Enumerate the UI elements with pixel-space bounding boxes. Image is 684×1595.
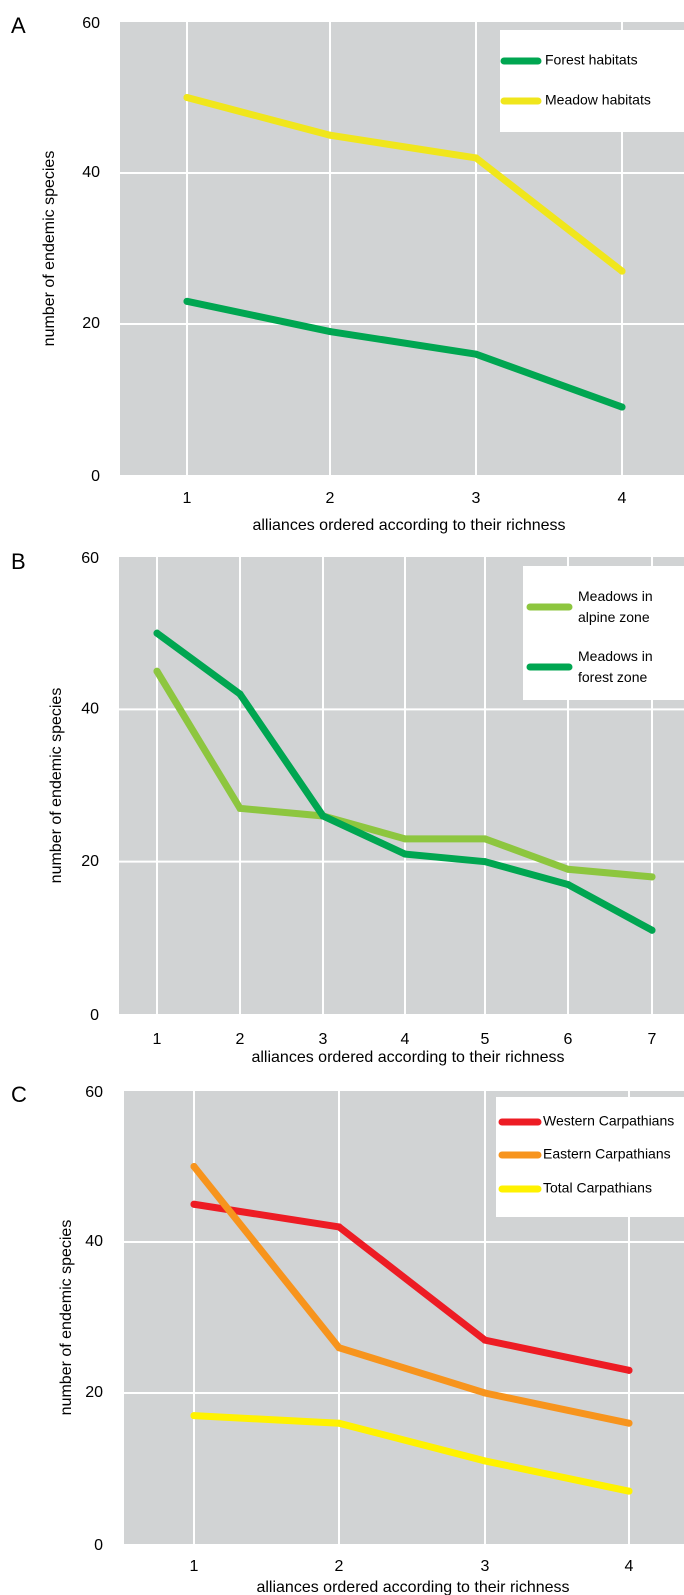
x-tick-label: 3 — [319, 1031, 328, 1048]
data-point — [481, 1336, 489, 1344]
data-point — [481, 835, 489, 843]
data-point — [618, 267, 626, 275]
data-point — [648, 926, 656, 934]
x-tick-label: 3 — [481, 1558, 490, 1575]
data-point — [183, 94, 191, 101]
y-tick-label: 60 — [82, 15, 100, 32]
series-line-2 — [183, 94, 626, 275]
panel-letter: A — [11, 13, 26, 38]
x-tick-label: 6 — [564, 1031, 573, 1048]
y-tick-label: 0 — [94, 1537, 103, 1554]
chart-panel-c: C 0 20 40 60 1 2 3 4 alliances ordered according … — [11, 1082, 684, 1595]
y-tick-label: 20 — [85, 1384, 103, 1401]
data-point — [648, 873, 656, 881]
panel-letter: C — [11, 1082, 27, 1107]
y-tick-label: 20 — [81, 853, 99, 870]
data-point — [625, 1487, 633, 1495]
y-axis-label: number of endemic species — [41, 151, 58, 347]
x-tick-label: 7 — [648, 1031, 657, 1048]
x-tick-label: 2 — [236, 1031, 245, 1048]
data-point — [335, 1344, 343, 1352]
data-point — [401, 850, 409, 858]
data-point — [472, 154, 480, 162]
data-point — [481, 1389, 489, 1397]
data-point — [190, 1412, 198, 1420]
x-tick-label: 5 — [481, 1031, 490, 1048]
data-point — [401, 835, 409, 843]
x-tick-label: 4 — [625, 1558, 634, 1575]
x-tick-label: 3 — [472, 490, 481, 507]
y-tick-label: 20 — [82, 315, 100, 332]
x-axis-label: alliances ordered according to their ric… — [251, 1049, 564, 1066]
data-point — [335, 1223, 343, 1231]
x-axis-label: alliances ordered according to their ric… — [252, 517, 565, 534]
y-tick-label: 40 — [82, 164, 100, 181]
data-point — [236, 804, 244, 812]
x-axis-label: alliances ordered according to their ric… — [256, 1579, 569, 1595]
x-tick-label: 1 — [190, 1558, 199, 1575]
data-point — [183, 297, 191, 305]
y-tick-label: 40 — [85, 1233, 103, 1250]
y-axis-label: number of endemic species — [48, 688, 65, 884]
chart-panel-a: A 0 20 40 60 1 2 3 4 alliances ordered according … — [11, 13, 684, 534]
x-tick-label: 2 — [326, 490, 335, 507]
data-point — [335, 1419, 343, 1427]
data-point — [625, 1366, 633, 1374]
legend-label: Western Carpathians — [543, 1113, 674, 1129]
x-tick-label: 4 — [618, 490, 627, 507]
y-tick-label: 60 — [81, 550, 99, 567]
legend-label: Meadow habitats — [545, 92, 651, 108]
data-point — [236, 690, 244, 698]
data-point — [564, 881, 572, 889]
data-point — [618, 403, 626, 411]
data-point — [190, 1163, 198, 1170]
panel-letter: B — [11, 549, 26, 574]
data-point — [564, 865, 572, 873]
y-tick-label: 40 — [81, 701, 99, 718]
y-tick-label: 0 — [90, 1007, 99, 1024]
data-point — [481, 858, 489, 866]
y-tick-label: 0 — [91, 468, 100, 485]
series-line-1 — [190, 1200, 633, 1374]
y-axis-label: number of endemic species — [58, 1220, 75, 1416]
data-point — [319, 812, 327, 820]
legend-label: Forest habitats — [545, 52, 638, 68]
legend-box — [500, 30, 684, 132]
data-point — [481, 1457, 489, 1465]
y-tick-label: 60 — [85, 1084, 103, 1101]
series-line-3 — [190, 1412, 633, 1495]
legend-label: Eastern Carpathians — [543, 1146, 671, 1162]
legend-label: Meadows in forest zone — [578, 648, 653, 685]
data-point — [625, 1419, 633, 1427]
legend-label: Total Carpathians — [543, 1180, 652, 1196]
x-tick-label: 4 — [401, 1031, 410, 1048]
legend-label: Meadows in alpine zone — [578, 588, 653, 625]
data-point — [472, 350, 480, 358]
legend: Western Carpathians Eastern Carpathians To… — [496, 1097, 684, 1217]
data-point — [326, 328, 334, 336]
legend: Forest habitats Meadow habitats — [500, 30, 684, 132]
legend-box — [523, 566, 684, 700]
data-point — [153, 667, 161, 675]
data-point — [190, 1200, 198, 1208]
chart-panel-b: B 0 20 40 60 1 2 3 4 5 6 7 alliances ordered accordi… — [11, 549, 684, 1066]
x-tick-label: 1 — [153, 1031, 162, 1048]
series-line-1 — [183, 297, 626, 411]
series-line-2 — [190, 1163, 633, 1427]
data-point — [326, 131, 334, 139]
x-tick-label: 1 — [183, 490, 192, 507]
legend: Meadows in alpine zone Meadows in forest zo… — [523, 566, 684, 700]
x-tick-label: 2 — [335, 1558, 344, 1575]
data-point — [153, 629, 161, 637]
